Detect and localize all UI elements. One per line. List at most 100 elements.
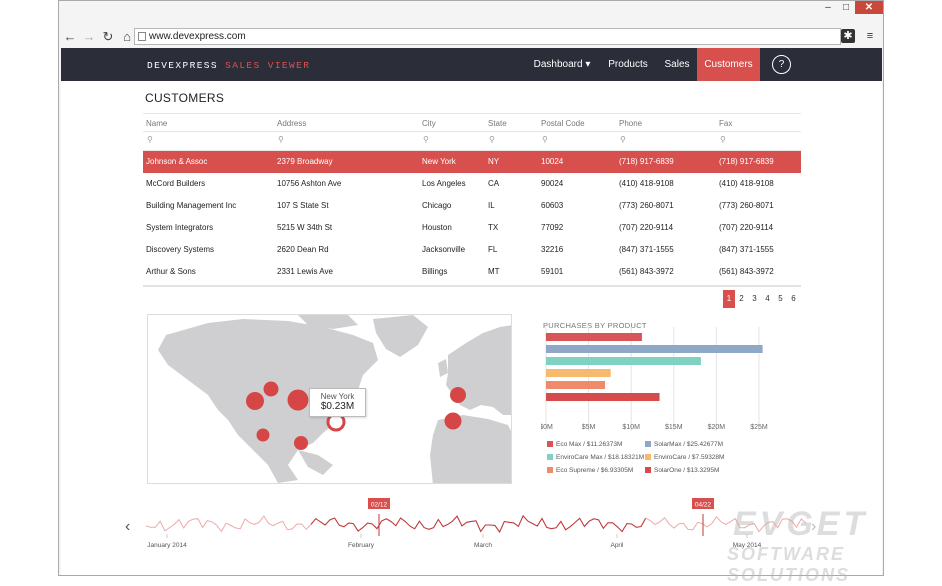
nav-dashboard[interactable]: Dashboard ▾ (533, 59, 591, 70)
legend-item: Eco Max / $11.26373M (547, 441, 622, 448)
table-row[interactable]: Arthur & Sons 2331 Lewis Ave Billings MT 591… (143, 261, 801, 283)
cell-address: 2620 Dean Rd (277, 245, 329, 254)
cell-name: Building Management Inc (146, 201, 237, 210)
bar-solarmax[interactable] (546, 345, 763, 353)
reload-icon[interactable]: ↻ (102, 29, 114, 44)
filter-phone-search-icon[interactable]: ⚲ (620, 135, 626, 144)
marker-los-angeles[interactable] (246, 392, 264, 410)
cell-city: Los Angeles (422, 179, 466, 188)
marker-europe-south[interactable] (444, 412, 462, 430)
col-header-state[interactable]: State (488, 119, 507, 128)
nav-products[interactable]: Products (608, 59, 648, 70)
cell-phone: (847) 371-1555 (619, 245, 674, 254)
cell-phone: (410) 418-9108 (619, 179, 674, 188)
cell-state: MT (488, 267, 500, 276)
page-button[interactable]: 6 (791, 294, 796, 303)
cell-state: TX (488, 223, 499, 232)
timeline-tick-label: February (348, 542, 375, 549)
cell-address: 2331 Lewis Ave (277, 267, 333, 276)
filter-postal-search-icon[interactable]: ⚲ (542, 135, 548, 144)
cell-state: FL (488, 245, 498, 254)
browser-window: – □ ✕ ← → ↻ ⌂ www.devexpress.com ✱ ≡ DEV… (58, 0, 884, 585)
bar-eco-supreme[interactable] (546, 381, 606, 389)
marker-seattle[interactable] (263, 381, 279, 397)
marker-jacksonville[interactable] (294, 436, 308, 450)
legend-label: SolarOne / $13.3295M (654, 467, 720, 474)
legend-swatch (547, 467, 553, 473)
extension-icon[interactable]: ✱ (841, 29, 855, 43)
forward-icon[interactable]: → (82, 29, 96, 44)
minimize-icon[interactable]: – (825, 2, 831, 13)
legend-item: EnviroCare / $7.59328M (645, 454, 724, 461)
legend-item: EnviroCare Max / $18.18321M (547, 454, 644, 461)
col-header-name[interactable]: Name (146, 119, 168, 128)
page-button[interactable]: 4 (765, 294, 770, 303)
x-tick-label: $25M (750, 424, 768, 431)
x-tick-label: $20M (708, 424, 726, 431)
bar-solarone[interactable] (546, 393, 660, 401)
window-controls: – □ ✕ (819, 1, 883, 14)
cell-postal: 10024 (541, 157, 564, 166)
page-button[interactable]: 1 (723, 290, 735, 308)
table-row[interactable]: Discovery Systems 2620 Dean Rd Jacksonvill… (143, 239, 801, 261)
filter-address-search-icon[interactable]: ⚲ (278, 135, 284, 144)
col-header-city[interactable]: City (422, 119, 436, 128)
cell-state: CA (488, 179, 500, 188)
help-button[interactable]: ? (772, 55, 791, 74)
bar-eco-max[interactable] (546, 333, 642, 341)
col-header-fax[interactable]: Fax (719, 119, 733, 128)
maximize-icon[interactable]: □ (842, 2, 850, 13)
col-header-phone[interactable]: Phone (619, 119, 643, 128)
table-row[interactable]: Johnson & Assoc 2379 Broadway New York NY 10… (143, 151, 801, 173)
cell-name: Discovery Systems (146, 245, 215, 254)
sales-map[interactable]: New York $0.23M (147, 314, 512, 484)
sales-timeline[interactable]: ‹ › 02/12 04/22 January 2014 February March Apr… (121, 496, 821, 556)
nav-sales[interactable]: Sales (664, 59, 690, 70)
cell-city: New York (422, 157, 456, 166)
filter-city-search-icon[interactable]: ⚲ (423, 135, 429, 144)
bar-envirocare[interactable] (546, 369, 611, 377)
cell-state: NY (488, 157, 500, 166)
range-handle[interactable] (368, 498, 390, 509)
page-button[interactable]: 5 (778, 294, 783, 303)
back-icon[interactable]: ← (63, 29, 77, 44)
timeline-tick-label: January 2014 (147, 542, 187, 549)
filter-name-search-icon[interactable]: ⚲ (147, 135, 153, 144)
cell-fax: (561) 843-3972 (719, 267, 774, 276)
legend-swatch (547, 441, 553, 447)
nav-customers[interactable]: Customers (697, 48, 760, 81)
table-row[interactable]: Building Management Inc 107 S State St Chi… (143, 195, 801, 217)
grid-header: Name Address City State Postal Code Phon… (143, 113, 801, 132)
home-icon[interactable]: ⌂ (123, 29, 131, 44)
page-title: CUSTOMERS (145, 91, 225, 105)
marker-europe-north[interactable] (450, 387, 466, 403)
cell-city: Houston (422, 223, 452, 232)
filter-fax-search-icon[interactable]: ⚲ (720, 135, 726, 144)
table-row[interactable]: System Integrators 5215 W 34th St Houston T… (143, 217, 801, 239)
cell-postal: 77092 (541, 223, 564, 232)
legend-label: EnviroCare / $7.59328M (654, 454, 725, 461)
cell-name: McCord Builders (146, 179, 206, 188)
timeline-prev-icon[interactable]: ‹ (125, 518, 130, 535)
page-button[interactable]: 3 (752, 294, 757, 303)
range-handle[interactable] (692, 498, 714, 509)
cell-fax: (773) 260-8071 (719, 201, 774, 210)
marker-houston[interactable] (256, 428, 270, 442)
cell-city: Billings (422, 267, 448, 276)
brand-logo[interactable]: DEVEXPRESS SALES VIEWER (147, 60, 311, 71)
bar-envirocare-max[interactable] (546, 357, 701, 365)
marker-chicago[interactable] (287, 389, 309, 411)
grid-bottom-border (143, 285, 801, 287)
address-bar[interactable]: www.devexpress.com (134, 28, 841, 45)
col-header-address[interactable]: Address (277, 119, 307, 128)
filter-row: ⚲ ⚲ ⚲ ⚲ ⚲ ⚲ ⚲ (143, 132, 801, 151)
menu-icon[interactable]: ≡ (866, 30, 874, 42)
purchases-bar-chart: $0M $5M $10M $15M $20M $25M (541, 327, 768, 431)
table-row[interactable]: McCord Builders 10756 Ashton Ave Los Angel… (143, 173, 801, 195)
timeline-next-icon[interactable]: › (811, 518, 816, 535)
page-button[interactable]: 2 (739, 294, 744, 303)
filter-state-search-icon[interactable]: ⚲ (489, 135, 495, 144)
toolbar-right: ✱ ≡ (841, 29, 877, 43)
col-header-postal[interactable]: Postal Code (541, 119, 585, 128)
close-icon[interactable]: ✕ (855, 1, 883, 14)
